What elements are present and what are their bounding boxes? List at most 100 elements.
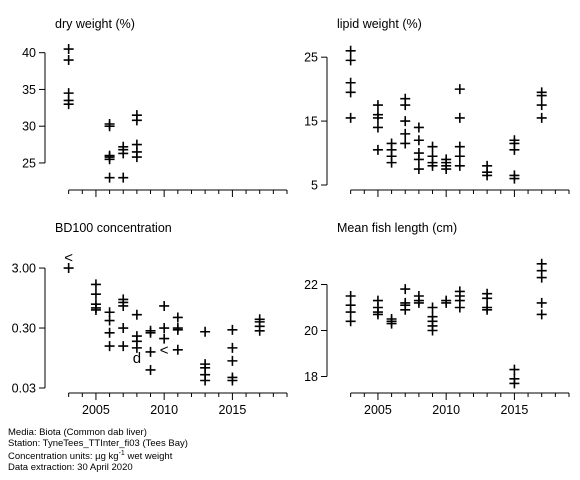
chart0-title: dry weight (%) bbox=[55, 17, 135, 31]
caption-units: Concentration units: µg kg-1 wet weight bbox=[8, 449, 188, 463]
chart3-point bbox=[386, 318, 397, 329]
chart0-point bbox=[104, 172, 115, 183]
chart1-title: lipid weight (%) bbox=[337, 17, 422, 31]
chart1-point bbox=[427, 141, 438, 152]
chart3-title: Mean fish length (cm) bbox=[337, 221, 457, 235]
chart1-point bbox=[413, 135, 424, 146]
chart1-point bbox=[454, 141, 465, 152]
chart3-y-tick-label: 18 bbox=[304, 370, 318, 384]
chart3-y-tick-label: 20 bbox=[304, 324, 318, 338]
chart1-point bbox=[372, 112, 383, 123]
chart1-point bbox=[345, 55, 356, 66]
chart3-point bbox=[509, 378, 520, 389]
chart0-y-tick-label: 35 bbox=[22, 83, 36, 97]
chart0-point bbox=[63, 55, 74, 66]
chart2-point bbox=[118, 341, 129, 352]
chart3-x-tick-label: 2010 bbox=[432, 403, 460, 417]
chart2-symbol: < bbox=[64, 249, 73, 266]
chart2-point bbox=[63, 263, 74, 274]
chart2-title: BD100 concentration bbox=[55, 221, 172, 235]
chart2-point bbox=[159, 300, 170, 311]
caption-units-suffix: wet weight bbox=[124, 451, 173, 463]
chart1-point bbox=[536, 112, 547, 123]
chart1-point bbox=[482, 170, 493, 181]
chart1-point bbox=[400, 100, 411, 111]
chart3-point bbox=[345, 291, 356, 301]
chart-caption: Media: Biota (Common dab liver) Station:… bbox=[8, 427, 188, 473]
chart2-x-tick-label: 2015 bbox=[219, 403, 247, 417]
chart3-point bbox=[372, 309, 383, 320]
chart0-y-tick-label: 30 bbox=[22, 120, 36, 134]
chart0-point bbox=[118, 172, 129, 183]
chart0-point bbox=[131, 115, 142, 126]
chart3-point bbox=[536, 309, 547, 320]
chart2-y-tick-label: 0.03 bbox=[12, 382, 36, 396]
chart1-point bbox=[372, 122, 383, 133]
chart0-point bbox=[63, 99, 74, 110]
chart1-point bbox=[509, 173, 520, 184]
chart1-y-tick-label: 5 bbox=[311, 179, 318, 193]
chart1-point bbox=[386, 157, 397, 168]
chart2-y-tick-label: 3.00 bbox=[12, 262, 36, 276]
chart3-point bbox=[536, 297, 547, 308]
chart0-y-tick-label: 40 bbox=[22, 46, 36, 60]
chart1-point bbox=[427, 160, 438, 171]
chart1-point bbox=[400, 116, 411, 127]
chart2-point bbox=[254, 325, 265, 336]
chart3-point bbox=[536, 272, 547, 283]
chart2-point bbox=[172, 344, 183, 355]
chart1-point bbox=[400, 138, 411, 149]
chart2-x-tick-label: 2005 bbox=[82, 403, 110, 417]
chart2-point bbox=[227, 324, 238, 335]
chart2-point bbox=[90, 304, 101, 315]
chart3-point bbox=[509, 364, 520, 375]
chart3-point bbox=[482, 304, 493, 315]
chart2-symbol: d bbox=[133, 350, 141, 367]
chart2-point bbox=[131, 342, 142, 353]
chart2-point bbox=[200, 375, 211, 386]
chart1-point bbox=[441, 164, 452, 175]
chart1-point bbox=[372, 144, 383, 155]
chart3-x-tick-label: 2005 bbox=[364, 403, 392, 417]
caption-extraction: Data extraction: 30 April 2020 bbox=[8, 461, 133, 473]
chart3-point bbox=[427, 325, 438, 336]
chart1-point bbox=[413, 122, 424, 133]
chart1-point bbox=[372, 100, 383, 111]
chart2-point bbox=[159, 323, 170, 334]
chart1-point bbox=[454, 151, 465, 162]
chart2-point bbox=[145, 327, 156, 338]
chart3-y-tick-label: 22 bbox=[304, 278, 318, 292]
chart0-point bbox=[104, 154, 115, 165]
chart2-point bbox=[159, 333, 170, 344]
chart1-point bbox=[413, 154, 424, 165]
chart2-y-tick-label: 0.30 bbox=[12, 322, 36, 336]
chart2-point bbox=[104, 341, 115, 352]
chart1-y-tick-label: 25 bbox=[304, 51, 318, 65]
chart1-point bbox=[454, 112, 465, 123]
chart2-point bbox=[145, 364, 156, 375]
chart2-point bbox=[104, 327, 115, 338]
caption-units-exponent: -1 bbox=[118, 450, 125, 457]
chart3-point bbox=[482, 293, 493, 304]
chart2-point bbox=[172, 324, 183, 335]
chart2-x-tick-label: 2010 bbox=[150, 403, 178, 417]
chart3-x-tick-label: 2015 bbox=[501, 403, 529, 417]
chart2-point bbox=[104, 315, 115, 326]
chart1-point bbox=[345, 77, 356, 88]
chart2-point bbox=[200, 326, 211, 337]
chart1-point bbox=[509, 144, 520, 155]
chart1-point bbox=[413, 164, 424, 175]
chart3-point bbox=[441, 297, 452, 308]
chart3-point bbox=[427, 302, 438, 313]
chart0-point bbox=[131, 152, 142, 163]
chart1-point bbox=[345, 112, 356, 123]
chart2-point bbox=[131, 309, 142, 320]
chart2-point bbox=[90, 289, 101, 300]
chart1-point bbox=[345, 45, 356, 56]
chart3-point bbox=[345, 307, 356, 318]
chart3-point bbox=[454, 302, 465, 313]
chart1-y-tick-label: 15 bbox=[304, 115, 318, 129]
chart3-point bbox=[400, 304, 411, 315]
chart3-point bbox=[400, 284, 411, 295]
caption-units-prefix: Concentration units: µg kg bbox=[8, 451, 119, 463]
